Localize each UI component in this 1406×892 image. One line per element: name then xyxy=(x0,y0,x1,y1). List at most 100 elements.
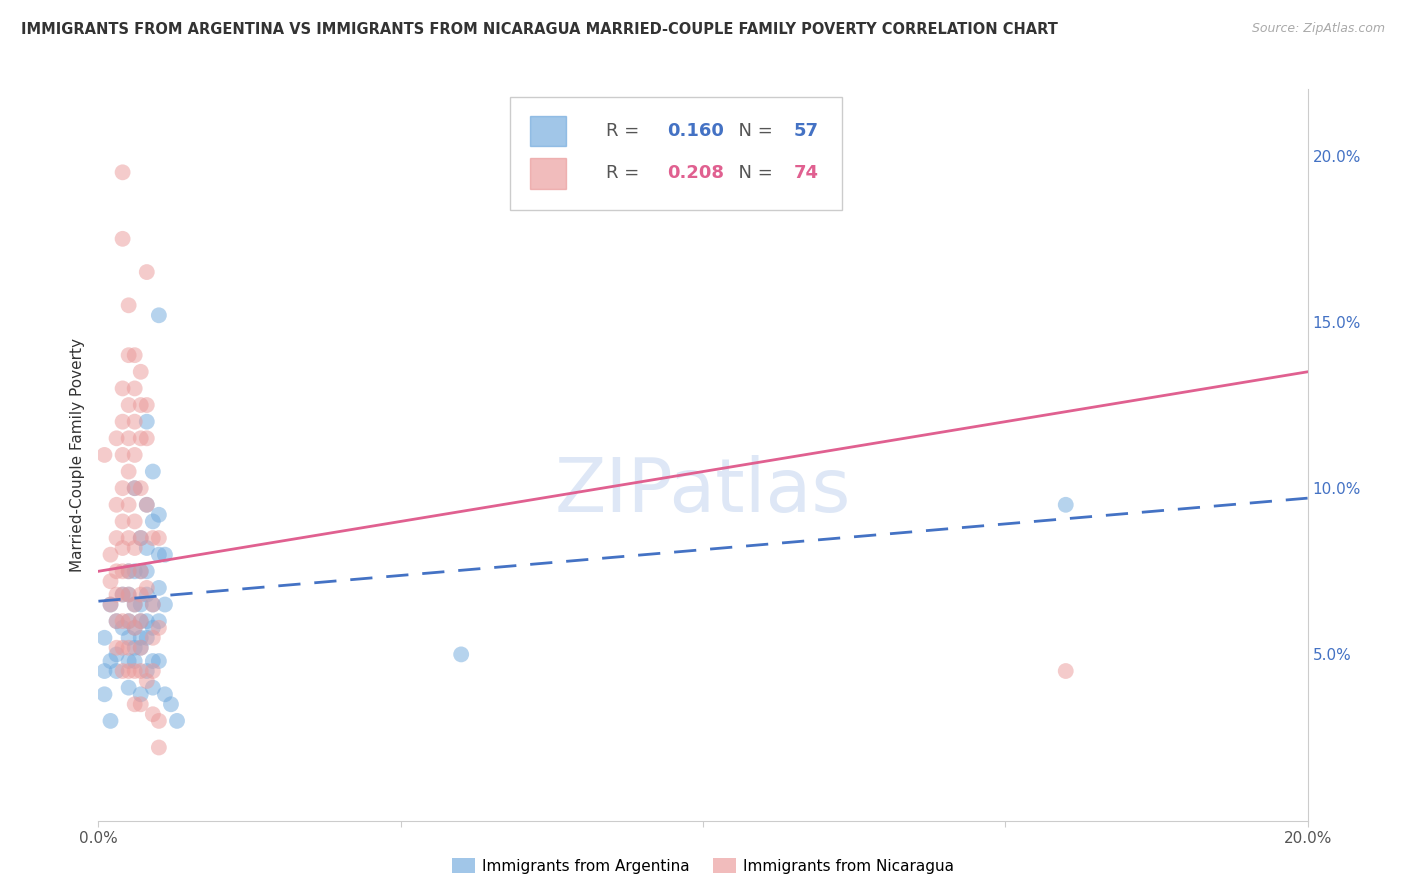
Text: ZIPatlas: ZIPatlas xyxy=(555,455,851,528)
Point xyxy=(105,588,128,602)
Point xyxy=(142,681,165,695)
Point xyxy=(1054,498,1077,512)
Point xyxy=(100,598,122,612)
Point xyxy=(129,398,152,412)
Point xyxy=(100,714,122,728)
Text: 0.160: 0.160 xyxy=(666,122,724,140)
FancyBboxPatch shape xyxy=(509,96,842,210)
Point xyxy=(450,648,472,662)
Point xyxy=(135,398,157,412)
Point xyxy=(148,308,170,322)
Point xyxy=(118,588,141,602)
Point xyxy=(129,564,152,578)
Point xyxy=(111,640,134,655)
Point xyxy=(118,398,141,412)
Point xyxy=(129,687,152,701)
Point xyxy=(118,348,141,362)
Point xyxy=(118,564,141,578)
Point xyxy=(129,614,152,628)
Point xyxy=(118,654,141,668)
Point xyxy=(93,664,115,678)
Point xyxy=(124,640,146,655)
Point xyxy=(105,614,128,628)
Point xyxy=(124,564,146,578)
Point xyxy=(118,588,141,602)
Point xyxy=(148,740,170,755)
Point xyxy=(124,481,146,495)
Text: IMMIGRANTS FROM ARGENTINA VS IMMIGRANTS FROM NICARAGUA MARRIED-COUPLE FAMILY POV: IMMIGRANTS FROM ARGENTINA VS IMMIGRANTS … xyxy=(21,22,1057,37)
Point xyxy=(160,698,183,712)
Point xyxy=(135,265,157,279)
Point xyxy=(142,598,165,612)
Point xyxy=(129,698,152,712)
Point xyxy=(100,654,122,668)
Bar xyxy=(530,116,565,146)
Point xyxy=(124,621,146,635)
Legend: Immigrants from Argentina, Immigrants from Nicaragua: Immigrants from Argentina, Immigrants fr… xyxy=(446,852,960,880)
Point xyxy=(142,631,165,645)
Point xyxy=(124,654,146,668)
Point xyxy=(129,640,152,655)
Point xyxy=(111,588,134,602)
Text: 0.208: 0.208 xyxy=(666,164,724,182)
Point xyxy=(118,614,141,628)
Point xyxy=(93,631,115,645)
Point xyxy=(105,648,128,662)
Point xyxy=(142,515,165,529)
Point xyxy=(129,664,152,678)
Point xyxy=(124,598,146,612)
Point xyxy=(153,687,176,701)
Point xyxy=(124,348,146,362)
Point xyxy=(124,664,146,678)
Point xyxy=(105,640,128,655)
Text: 57: 57 xyxy=(793,122,818,140)
Point xyxy=(111,621,134,635)
Point xyxy=(111,415,134,429)
Point xyxy=(124,415,146,429)
Point xyxy=(124,698,146,712)
Point xyxy=(105,431,128,445)
Point xyxy=(111,232,134,246)
Text: N =: N = xyxy=(727,122,779,140)
Point xyxy=(135,498,157,512)
Point xyxy=(111,448,134,462)
Point xyxy=(142,707,165,722)
Point xyxy=(148,714,170,728)
Point xyxy=(148,548,170,562)
Point xyxy=(111,381,134,395)
Point xyxy=(129,365,152,379)
Point xyxy=(118,531,141,545)
Point xyxy=(148,621,170,635)
Point xyxy=(129,631,152,645)
Point xyxy=(111,564,134,578)
Point xyxy=(148,581,170,595)
Point xyxy=(118,640,141,655)
Point xyxy=(142,598,165,612)
Point xyxy=(118,431,141,445)
Point xyxy=(105,614,128,628)
Point xyxy=(153,598,176,612)
Point xyxy=(166,714,188,728)
Point xyxy=(124,448,146,462)
Point xyxy=(100,574,122,589)
Point xyxy=(129,640,152,655)
Point xyxy=(148,654,170,668)
Point xyxy=(124,515,146,529)
Text: Source: ZipAtlas.com: Source: ZipAtlas.com xyxy=(1251,22,1385,36)
Point xyxy=(111,481,134,495)
Point xyxy=(105,564,128,578)
Point xyxy=(129,598,152,612)
Point xyxy=(135,673,157,688)
Text: R =: R = xyxy=(606,164,645,182)
Point xyxy=(111,165,134,179)
Point xyxy=(111,541,134,555)
Point xyxy=(118,681,141,695)
Point xyxy=(105,664,128,678)
Point xyxy=(105,498,128,512)
Point xyxy=(111,515,134,529)
Point xyxy=(135,541,157,555)
Point xyxy=(135,498,157,512)
Point xyxy=(118,614,141,628)
Point xyxy=(135,415,157,429)
Point xyxy=(142,664,165,678)
